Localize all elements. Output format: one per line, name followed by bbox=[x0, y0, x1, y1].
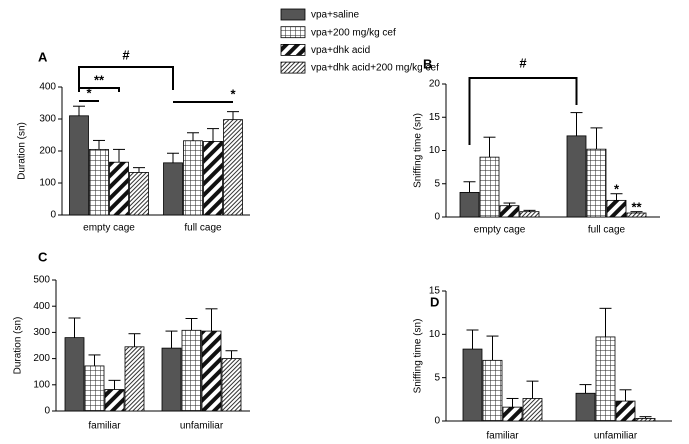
bar bbox=[203, 140, 223, 216]
y-tick-label: 0 bbox=[44, 406, 50, 417]
bar bbox=[69, 115, 89, 216]
y-tick-label: 15 bbox=[429, 112, 441, 123]
legend-swatch bbox=[280, 26, 306, 39]
y-tick-label: 100 bbox=[39, 178, 56, 189]
y-tick-label: 400 bbox=[33, 301, 50, 312]
significance-mark: ** bbox=[94, 72, 105, 87]
bar bbox=[499, 205, 520, 218]
y-tick-label: 0 bbox=[50, 210, 56, 221]
legend-label: vpa+dhk acid+200 mg/kg cef bbox=[311, 63, 439, 74]
bar bbox=[595, 336, 616, 422]
panel-label: B bbox=[423, 56, 432, 71]
significance-bracket bbox=[468, 77, 578, 145]
bar bbox=[183, 140, 203, 216]
legend-label: vpa+dhk acid bbox=[311, 45, 370, 56]
bar bbox=[615, 400, 636, 422]
x-tick-label: familiar bbox=[88, 421, 121, 432]
panel-label: D bbox=[430, 294, 439, 309]
y-tick-label: 400 bbox=[39, 82, 56, 93]
y-axis-label: Duration (sn) bbox=[17, 122, 28, 180]
y-tick-label: 5 bbox=[434, 372, 440, 383]
bar bbox=[201, 330, 222, 412]
bar bbox=[482, 359, 503, 422]
y-tick-label: 500 bbox=[33, 275, 50, 286]
bar bbox=[575, 392, 596, 422]
significance-mark: * bbox=[86, 85, 92, 100]
significance-mark: * bbox=[230, 86, 236, 101]
bar bbox=[522, 398, 543, 422]
bar bbox=[163, 162, 183, 216]
x-tick-label: familiar bbox=[486, 431, 519, 442]
bar bbox=[606, 199, 627, 218]
bar bbox=[626, 212, 647, 218]
bar bbox=[181, 329, 202, 412]
bar bbox=[586, 148, 607, 218]
bar bbox=[129, 172, 149, 216]
x-tick-label: full cage bbox=[588, 225, 626, 236]
bar bbox=[109, 161, 129, 216]
bar bbox=[502, 406, 523, 422]
legend-swatch bbox=[280, 44, 306, 56]
legend-label: vpa+saline bbox=[311, 10, 360, 21]
bar bbox=[223, 119, 243, 216]
bar bbox=[64, 337, 85, 412]
y-tick-label: 0 bbox=[434, 212, 440, 223]
bar bbox=[84, 365, 105, 412]
significance-mark: * bbox=[614, 181, 620, 196]
bar bbox=[89, 148, 109, 216]
y-tick-label: 5 bbox=[434, 178, 440, 189]
significance-mark: ** bbox=[631, 199, 642, 214]
y-tick-label: 10 bbox=[429, 329, 441, 340]
y-tick-label: 20 bbox=[429, 79, 441, 90]
bar bbox=[479, 156, 500, 218]
bar bbox=[566, 135, 587, 218]
significance-bracket bbox=[78, 66, 174, 90]
x-tick-label: unfamiliar bbox=[594, 431, 638, 442]
y-tick-label: 0 bbox=[434, 416, 440, 427]
y-tick-label: 10 bbox=[429, 145, 441, 156]
bar bbox=[462, 348, 483, 422]
y-axis-label: Sniffing time (sn) bbox=[413, 319, 424, 394]
x-tick-label: full cage bbox=[184, 223, 222, 234]
legend-label: vpa+200 mg/kg cef bbox=[311, 27, 396, 38]
legend-swatch bbox=[280, 61, 306, 74]
panel-label: C bbox=[38, 249, 48, 264]
bar bbox=[635, 417, 656, 422]
bar bbox=[519, 211, 540, 218]
panel-label: A bbox=[38, 49, 48, 64]
bar bbox=[104, 389, 125, 412]
significance-mark: # bbox=[122, 47, 130, 62]
y-tick-label: 300 bbox=[33, 327, 50, 338]
y-tick-label: 100 bbox=[33, 379, 50, 390]
bar bbox=[124, 346, 145, 412]
y-tick-label: 200 bbox=[39, 146, 56, 157]
y-tick-label: 200 bbox=[33, 353, 50, 364]
legend-swatch bbox=[280, 8, 306, 21]
bar bbox=[161, 347, 182, 412]
significance-mark: # bbox=[519, 55, 527, 70]
y-axis-label: Sniffing time (sn) bbox=[413, 113, 424, 188]
x-tick-label: unfamiliar bbox=[180, 421, 224, 432]
bar bbox=[459, 191, 480, 218]
y-tick-label: 300 bbox=[39, 114, 56, 125]
y-axis-label: Duration (sn) bbox=[13, 317, 24, 375]
x-tick-label: empty cage bbox=[474, 225, 526, 236]
bar bbox=[221, 358, 242, 412]
significance-bracket bbox=[78, 87, 120, 92]
x-tick-label: empty cage bbox=[83, 223, 135, 234]
y-tick-label: 15 bbox=[429, 286, 441, 297]
